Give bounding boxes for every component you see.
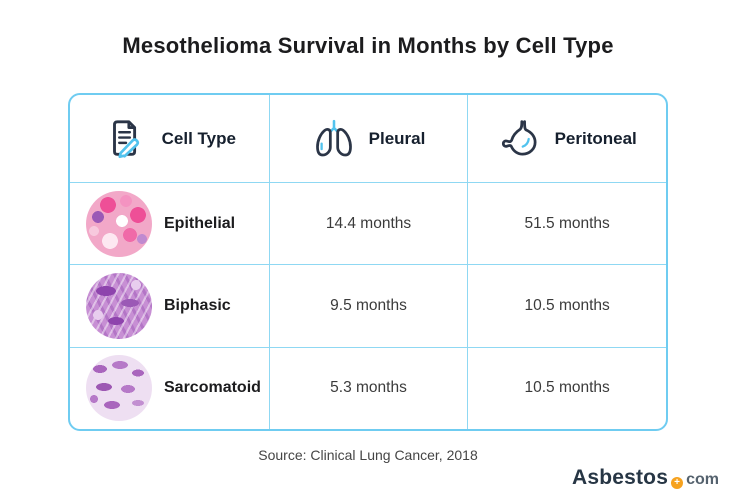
table-row-epithelial-name: Epithelial [70, 182, 269, 264]
value-text: 14.4 months [325, 214, 412, 232]
source-note: Source: Clinical Lung Cancer, 2018 [258, 447, 478, 463]
table-row-sarcomatoid-name: Sarcomatoid [70, 346, 269, 429]
biphasic-histology-image [86, 272, 152, 339]
epithelial-peritoneal-value: 51.5 months [467, 182, 666, 265]
sarcomatoid-histology-image [86, 355, 152, 422]
page-title: Mesothelioma Survival in Months by Cell … [122, 33, 614, 58]
epithelial-histology-image [86, 190, 152, 257]
row-label: Sarcomatoid [164, 379, 261, 397]
row-label: Biphasic [164, 296, 231, 314]
sarcomatoid-peritoneal-value: 10.5 months [467, 346, 666, 429]
biphasic-peritoneal-value: 10.5 months [467, 264, 666, 347]
lungs-icon [312, 117, 356, 161]
value-text: 10.5 months [524, 379, 610, 397]
document-edit-icon [103, 116, 149, 162]
biphasic-pleural-value: 9.5 months [268, 264, 468, 347]
epithelial-pleural-value: 14.4 months [268, 182, 468, 265]
header-pleural: Pleural [268, 95, 468, 182]
stomach-icon [498, 117, 542, 161]
header-label: Cell Type [161, 128, 236, 148]
header-cell-type: Cell Type [70, 95, 269, 182]
logo-brand-text: Asbestos [571, 466, 669, 489]
value-text: 9.5 months [330, 296, 407, 314]
row-label: Epithelial [164, 214, 236, 232]
table-row-biphasic-name: Biphasic [70, 264, 269, 346]
survival-table: Cell Type Pleural Peritoneal [68, 93, 668, 431]
logo-suffix-text: com [686, 471, 719, 488]
asbestos-logo: Asbestos com [572, 466, 719, 490]
value-text: 5.3 months [330, 379, 407, 397]
sarcomatoid-pleural-value: 5.3 months [268, 346, 468, 429]
plus-dot-icon [671, 477, 684, 489]
header-label: Pleural [368, 128, 426, 148]
header-label: Peritoneal [554, 128, 637, 148]
header-peritoneal: Peritoneal [467, 95, 666, 182]
value-text: 51.5 months [524, 214, 610, 232]
value-text: 10.5 months [524, 296, 610, 314]
